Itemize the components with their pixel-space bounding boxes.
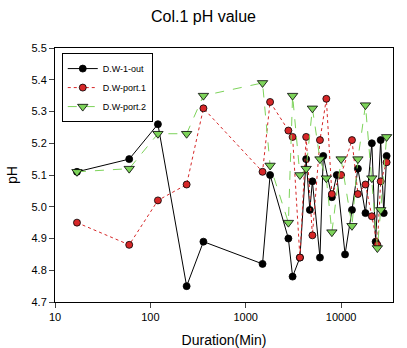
svg-text:Col.1 pH value: Col.1 pH value [151, 8, 256, 25]
svg-text:D.W-1-out: D.W-1-out [103, 64, 144, 74]
svg-text:4.8: 4.8 [32, 264, 47, 276]
svg-text:5.1: 5.1 [32, 169, 47, 181]
svg-text:5.5: 5.5 [32, 42, 47, 54]
svg-text:pH: pH [4, 166, 20, 184]
svg-text:Duration(Min): Duration(Min) [182, 332, 267, 348]
svg-text:5.2: 5.2 [32, 137, 47, 149]
svg-text:5.3: 5.3 [32, 105, 47, 117]
svg-text:4.9: 4.9 [32, 232, 47, 244]
svg-text:10: 10 [49, 311, 61, 323]
svg-text:D.W-port.2: D.W-port.2 [103, 102, 146, 112]
svg-text:10000: 10000 [326, 311, 357, 323]
svg-text:100: 100 [141, 311, 159, 323]
svg-text:1000: 1000 [233, 311, 257, 323]
svg-text:D.W-port.1: D.W-port.1 [103, 83, 146, 93]
svg-text:4.7: 4.7 [32, 296, 47, 308]
svg-text:5.4: 5.4 [32, 74, 47, 86]
svg-text:5.0: 5.0 [32, 201, 47, 213]
